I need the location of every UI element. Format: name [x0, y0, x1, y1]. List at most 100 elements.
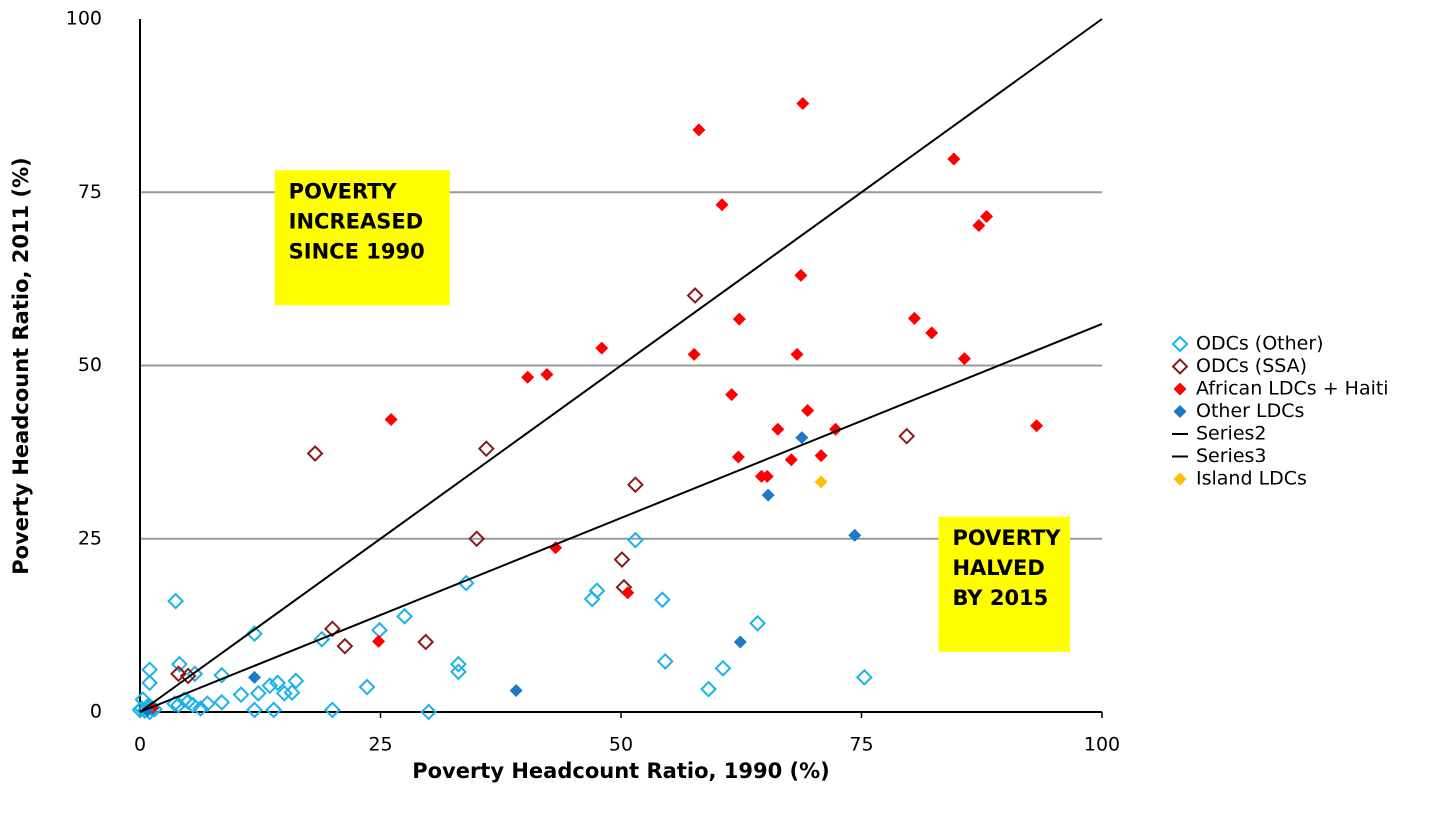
point: [980, 210, 994, 224]
annotation-text: SINCE 1990: [289, 239, 425, 263]
annotation: POVERTY HALVED BY 2015: [938, 516, 1070, 652]
legend-label: Series3: [1196, 445, 1267, 467]
point: [686, 287, 704, 304]
annotation-text: HALVED: [952, 556, 1044, 580]
legend-swatch: [1173, 382, 1187, 396]
point: [613, 551, 631, 568]
x-tick-label: 50: [609, 734, 633, 756]
point: [249, 684, 267, 702]
legend-label: ODCs (SSA): [1196, 355, 1307, 377]
point: [509, 684, 523, 698]
legend-swatch: [1173, 405, 1187, 418]
point: [760, 469, 774, 483]
legend-entry: ODCs (Other): [1171, 333, 1324, 355]
y-tick-label: 100: [66, 8, 102, 30]
point: [653, 591, 671, 609]
point: [794, 268, 808, 282]
y-axis-title: Poverty Headcount Ratio, 2011 (%): [9, 157, 33, 575]
y-tick-label: 50: [78, 354, 102, 376]
point: [540, 368, 554, 382]
legend-swatch: [1171, 335, 1189, 353]
point: [175, 691, 193, 708]
legend-label: Other LDCs: [1196, 400, 1304, 422]
point: [306, 445, 324, 462]
point: [141, 674, 159, 692]
point: [457, 574, 475, 592]
annotation: POVERTY INCREASED SINCE 1990: [274, 170, 450, 306]
point: [372, 634, 386, 648]
point: [232, 686, 250, 704]
legend-entry: Series3: [1172, 445, 1267, 467]
point: [771, 422, 785, 436]
x-tick-label: 25: [368, 734, 392, 756]
legend-entry: African LDCs + Haiti: [1173, 378, 1389, 400]
point: [907, 311, 921, 325]
legend-label: African LDCs + Haiti: [1196, 378, 1389, 400]
y-tick-label: 0: [90, 701, 102, 723]
point: [384, 413, 398, 427]
point: [801, 404, 815, 418]
point: [855, 668, 873, 686]
point: [714, 659, 732, 677]
point: [171, 655, 188, 673]
point: [450, 663, 467, 681]
legend-entry: Other LDCs: [1173, 400, 1304, 422]
x-axis-title: Poverty Headcount Ratio, 1990 (%): [412, 759, 830, 783]
annotation-box: [938, 516, 1070, 652]
legend-label: Series2: [1196, 423, 1267, 445]
annotation-text: BY 2015: [952, 586, 1048, 610]
point: [213, 693, 231, 711]
point: [814, 449, 828, 463]
point: [814, 475, 828, 489]
point: [732, 312, 746, 326]
point: [795, 431, 809, 445]
legend-entry: ODCs (SSA): [1171, 355, 1307, 377]
point: [287, 672, 305, 690]
point: [588, 582, 606, 600]
point: [261, 677, 279, 695]
point: [166, 695, 184, 713]
point: [450, 655, 467, 673]
point: [627, 476, 644, 494]
x-tick-label: 100: [1084, 734, 1120, 756]
point: [925, 326, 939, 340]
point: [621, 586, 635, 600]
point: [715, 198, 729, 212]
point: [796, 97, 810, 111]
legend-entry: Series2: [1172, 423, 1267, 445]
annotation-text: POVERTY: [952, 526, 1061, 550]
point: [692, 123, 706, 137]
point: [275, 684, 293, 702]
trend-line: [139, 322, 1103, 713]
point: [731, 450, 745, 464]
legend-entry: Island LDCs: [1173, 468, 1307, 490]
point: [358, 678, 376, 696]
legend-swatch: [1173, 472, 1187, 486]
point: [1030, 419, 1044, 433]
point: [627, 531, 644, 549]
point: [549, 541, 563, 555]
point: [371, 621, 388, 639]
legend-swatch: [1171, 358, 1189, 375]
point: [198, 695, 216, 713]
x-tick-label: 0: [134, 734, 146, 756]
point: [687, 347, 701, 361]
point: [749, 614, 767, 632]
point: [898, 427, 916, 445]
point: [417, 633, 435, 651]
point: [656, 652, 674, 670]
point: [192, 700, 210, 717]
point: [761, 488, 775, 502]
point: [283, 684, 301, 702]
point: [521, 370, 535, 384]
point: [700, 680, 717, 698]
point: [167, 592, 185, 610]
annotation-box: [274, 170, 450, 306]
point: [733, 635, 747, 649]
point: [420, 703, 438, 721]
point: [269, 674, 286, 692]
point: [213, 666, 231, 684]
point: [323, 701, 341, 719]
point: [595, 341, 609, 355]
